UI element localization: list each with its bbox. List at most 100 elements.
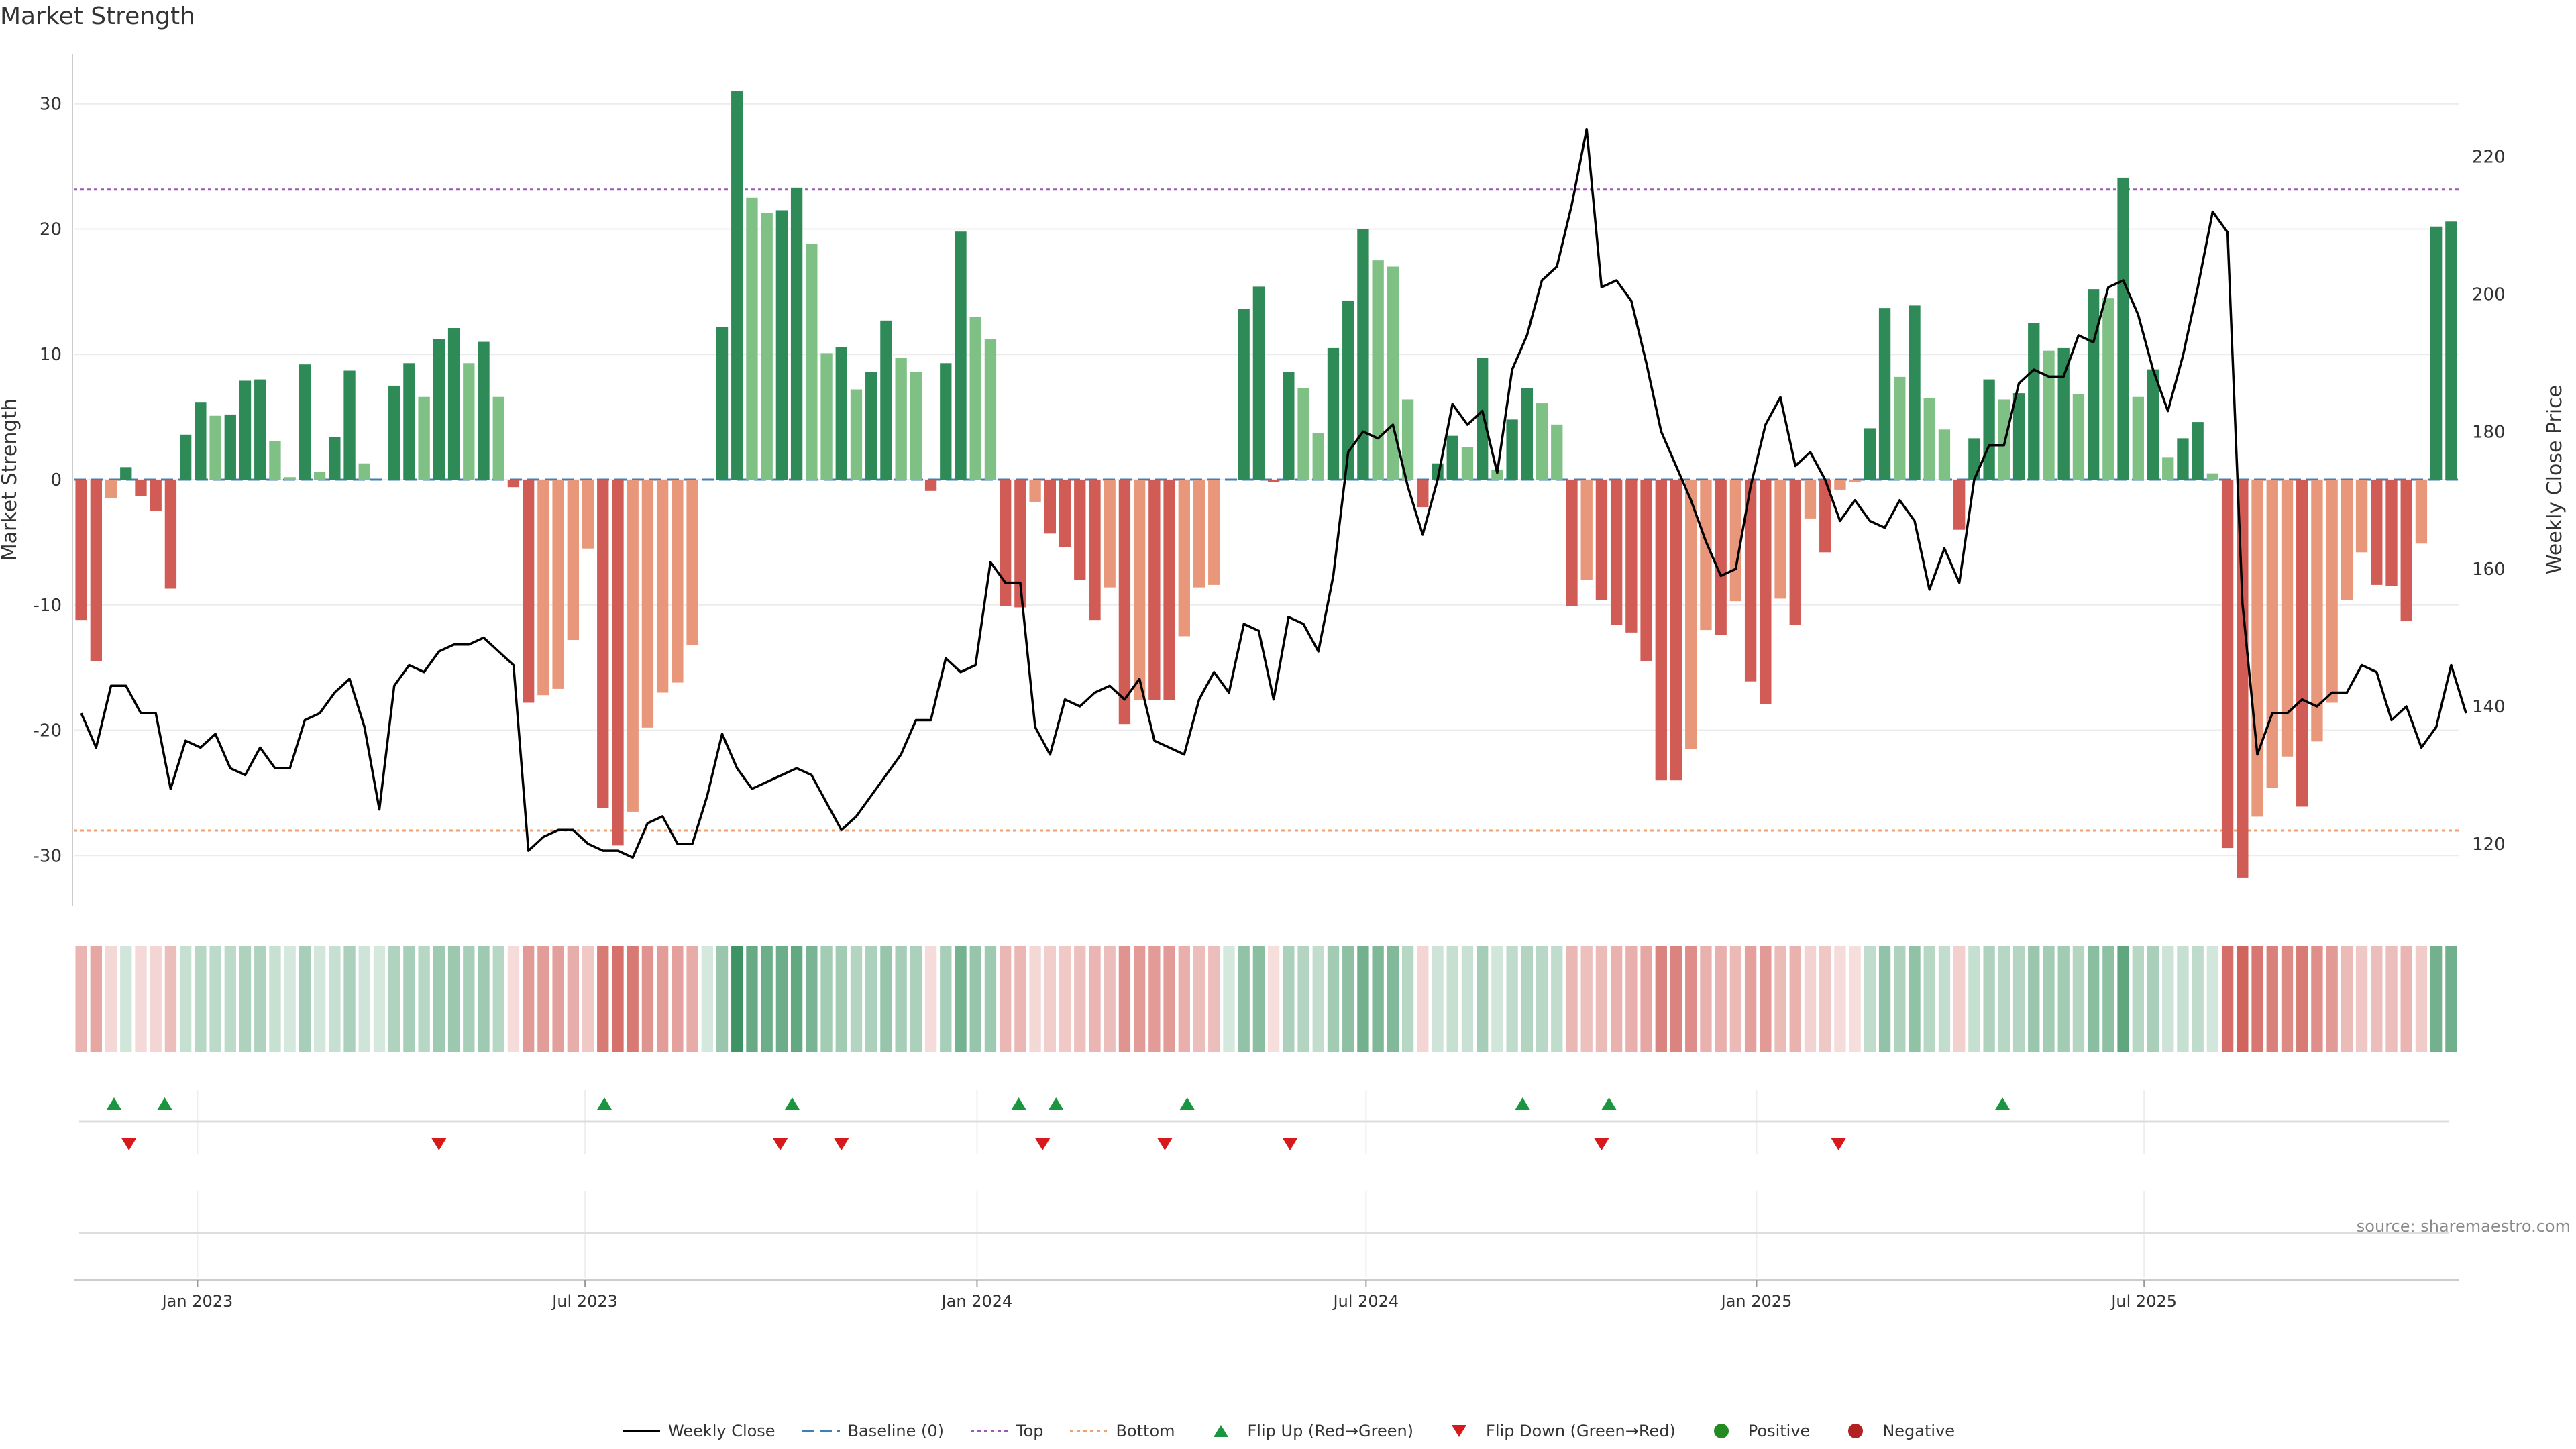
heat-cell (2430, 946, 2443, 1052)
flip-down-marker (1035, 1138, 1051, 1150)
heat-cell (1342, 946, 1354, 1052)
legend-item-top: Top (969, 1421, 1043, 1441)
legend: Weekly Close Baseline (0) Top Bottom Flip Up… (0, 1421, 2576, 1441)
heat-cell (164, 946, 177, 1052)
solid-line-icon (622, 1430, 660, 1432)
heat-cell (984, 946, 997, 1052)
heat-cell (672, 946, 684, 1052)
legend-item-baseline: Baseline (0) (801, 1421, 944, 1441)
heat-cell (2237, 946, 2249, 1052)
strength-bar (1909, 305, 1921, 480)
legend-label: Flip Down (Green→Red) (1486, 1421, 1676, 1440)
heat-cell (1432, 946, 1444, 1052)
heat-cell (1655, 946, 1667, 1052)
heat-cell (2281, 946, 2294, 1052)
heat-cell (1715, 946, 1727, 1052)
flip-up-marker (596, 1097, 612, 1110)
strength-bar (2341, 480, 2353, 600)
strength-bar (2281, 480, 2294, 757)
strength-bar (1551, 424, 1563, 480)
strength-bar (195, 402, 207, 480)
heat-cell (179, 946, 192, 1052)
legend-item-bottom: Bottom (1069, 1421, 1175, 1441)
heat-cell (2072, 946, 2085, 1052)
strength-bar (1461, 447, 1474, 480)
weekly-close-line (80, 127, 2467, 859)
strength-bar (1878, 308, 1891, 480)
strength-bar (2400, 480, 2412, 622)
strength-bar (105, 480, 117, 499)
flip-markers (79, 1090, 2449, 1278)
strength-bar (254, 379, 266, 480)
heat-cell (850, 946, 863, 1052)
heat-cell (1178, 946, 1190, 1052)
strength-bar (2371, 480, 2383, 585)
y2-tick-label: 200 (2472, 284, 2506, 305)
strength-bar (1208, 480, 1220, 585)
strength-bar (358, 463, 370, 480)
strength-bar (1894, 376, 1906, 480)
heat-cell (358, 946, 370, 1052)
flip-down-marker (121, 1138, 137, 1150)
strength-bar (478, 341, 490, 480)
strength-bar (1849, 480, 1861, 482)
strength-bar (284, 477, 296, 480)
price-layer (80, 127, 2467, 859)
heat-cell (835, 946, 847, 1052)
y2-tick-label: 220 (2472, 148, 2506, 168)
heat-cell (1133, 946, 1146, 1052)
heat-cell (1804, 946, 1817, 1052)
heat-cell (2326, 946, 2338, 1052)
heat-cell (1610, 946, 1623, 1052)
strength-bar (1864, 428, 1876, 480)
strength-bar (1283, 372, 1295, 480)
strength-bar (164, 480, 177, 589)
heat-cell (1789, 946, 1801, 1052)
heat-cell (313, 946, 326, 1052)
heat-cell (1551, 946, 1563, 1052)
heat-cell (507, 946, 520, 1052)
heat-cell (195, 946, 207, 1052)
heat-cell (2043, 946, 2055, 1052)
y2-tick-label: 140 (2472, 697, 2506, 717)
legend-label: Weekly Close (667, 1421, 775, 1440)
flip-down-marker (1283, 1138, 1298, 1150)
flip-down-marker (834, 1138, 849, 1150)
flip-up-marker (1011, 1097, 1026, 1110)
strength-bar (552, 480, 564, 689)
strength-bar (90, 480, 102, 661)
flip-down-marker (1594, 1138, 1609, 1150)
strength-bar (1506, 419, 1518, 480)
strength-bar (1521, 388, 1533, 480)
strength-bar (523, 480, 535, 703)
strength-bar (1327, 347, 1340, 480)
heat-cell (775, 946, 788, 1052)
heat-cell (641, 946, 654, 1052)
heat-cell (1238, 946, 1250, 1052)
heat-cell (239, 946, 252, 1052)
legend-label: Bottom (1116, 1421, 1175, 1440)
flip-up-marker (1995, 1097, 2010, 1110)
heat-cell (284, 946, 296, 1052)
heat-strip (75, 946, 2457, 1052)
flip-down-marker (1831, 1138, 1846, 1150)
heat-cell (2012, 946, 2025, 1052)
heat-cell (1118, 946, 1131, 1052)
heat-cell (1566, 946, 1578, 1052)
heat-cell (790, 946, 803, 1052)
heat-cell (2251, 946, 2263, 1052)
strength-bar (850, 389, 863, 480)
strength-bar (2117, 177, 2129, 480)
strength-bar (1193, 480, 1205, 588)
y2-tick-label: 120 (2472, 835, 2506, 855)
heat-cell (1267, 946, 1280, 1052)
heat-cell (224, 946, 236, 1052)
x-tick-label: Jan 2025 (1720, 1292, 1792, 1311)
heat-cell (388, 946, 400, 1052)
heat-cell (403, 946, 415, 1052)
heat-cell (2355, 946, 2368, 1052)
heat-cell (1595, 946, 1608, 1052)
strength-bar (1357, 229, 1369, 480)
heat-cell (1357, 946, 1369, 1052)
